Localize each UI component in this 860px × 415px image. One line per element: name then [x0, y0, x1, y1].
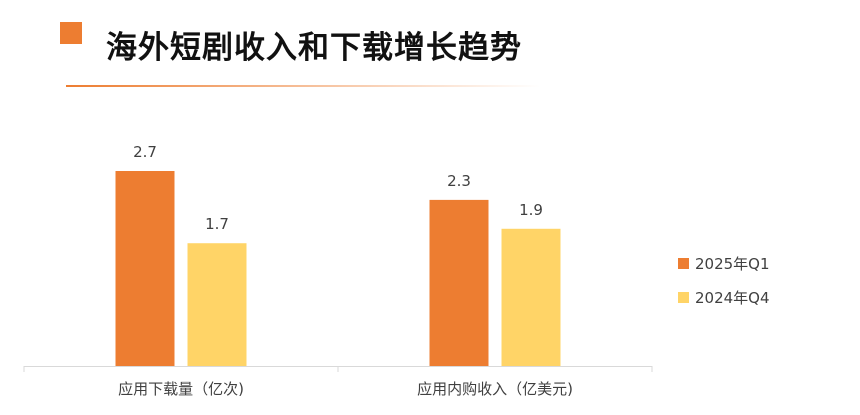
chart-legend: 2025年Q1 2024年Q4 [678, 252, 770, 320]
bar [429, 199, 489, 366]
legend-item: 2025年Q1 [678, 252, 770, 274]
data-label: 1.7 [205, 215, 229, 233]
legend-swatch [678, 291, 689, 303]
legend-swatch [678, 257, 689, 269]
bar [187, 243, 247, 366]
category-label: 应用内购收入（亿美元) [417, 380, 573, 398]
page-title: 海外短剧收入和下载增长趋势 [106, 30, 522, 66]
data-label: 2.7 [133, 143, 157, 161]
title-divider [66, 85, 540, 87]
title-marker [60, 22, 82, 44]
bar [501, 228, 561, 366]
legend-label: 2024年Q4 [695, 288, 770, 307]
data-label: 1.9 [519, 201, 543, 219]
bar [115, 171, 175, 366]
legend-item: 2024年Q4 [678, 286, 770, 308]
data-label: 2.3 [447, 172, 471, 190]
legend-label: 2025年Q1 [695, 254, 770, 273]
category-label: 应用下载量（亿次) [118, 380, 244, 398]
